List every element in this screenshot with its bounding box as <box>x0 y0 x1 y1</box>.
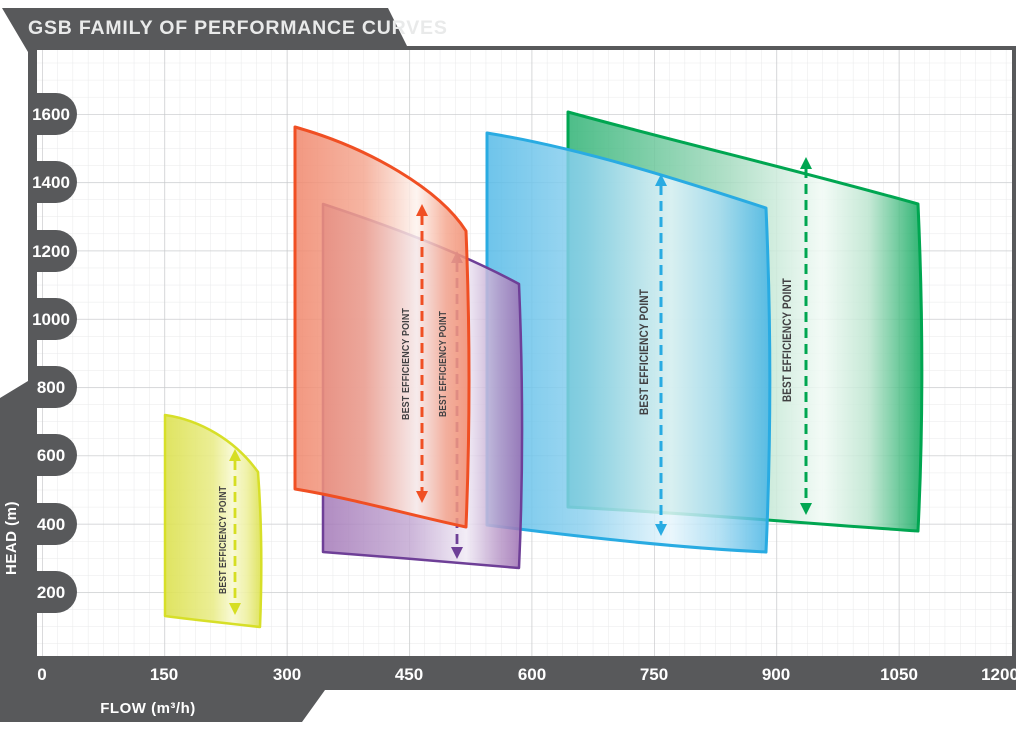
chart-title: GSB FAMILY OF PERFORMANCE CURVES <box>28 17 448 39</box>
y-tick-label: 1000 <box>32 310 70 329</box>
y-tick-pill-400 <box>28 503 77 545</box>
series-yellow-range <box>163 413 263 629</box>
y-tick-pill-200 <box>28 571 77 613</box>
green-bep-label: BEST EFFICIENCY POINT <box>782 278 794 402</box>
y-axis-title: HEAD (m) <box>3 501 20 575</box>
y-tick-label: 1200 <box>32 242 70 261</box>
x-tick-label: 600 <box>518 665 546 684</box>
y-tick-pill-600 <box>28 434 77 476</box>
x-tick-label: 0 <box>37 665 46 684</box>
x-tick-label: 750 <box>640 665 668 684</box>
x-tick-label: 1050 <box>880 665 918 684</box>
y-tick-label: 200 <box>37 583 65 602</box>
y-tick-label: 600 <box>37 446 65 465</box>
y-tick-pill-1600 <box>28 93 77 135</box>
plot-border <box>37 46 1016 658</box>
blue-bep-label: BEST EFFICIENCY POINT <box>639 289 651 415</box>
y-tick-label: 1600 <box>32 105 70 124</box>
series-blue-range <box>485 131 772 554</box>
y-tick-pill-1000 <box>28 298 77 340</box>
blue-curve-region <box>485 131 772 554</box>
y-tick-label: 1400 <box>32 173 70 192</box>
y-tick-label: 400 <box>37 515 65 534</box>
x-axis-title: FLOW (m³/h) <box>100 700 195 717</box>
y-tick-pill-1400 <box>28 161 77 203</box>
y-axis-tick-labels: 1600 1400 1200 1000 800 600 400 200 <box>32 105 70 602</box>
x-tick-label: 450 <box>395 665 423 684</box>
x-axis-tick-labels: 0 150 300 450 600 750 900 1050 1200 <box>37 665 1019 684</box>
x-tick-label: 1200 <box>981 665 1019 684</box>
purple-bep-label: BEST EFFICIENCY POINT <box>437 311 449 417</box>
y-axis-tick-pills <box>28 93 77 613</box>
y-tick-label: 800 <box>37 378 65 397</box>
yellow-bep-label: BEST EFFICIENCY POINT <box>217 486 229 594</box>
x-tick-label: 150 <box>150 665 178 684</box>
x-tick-label: 300 <box>273 665 301 684</box>
y-tick-pill-1200 <box>28 230 77 272</box>
orange-bep-label: BEST EFFICIENCY POINT <box>400 308 412 420</box>
y-tick-pill-800 <box>28 366 77 408</box>
series-orange-range <box>293 125 471 529</box>
x-tick-label: 900 <box>762 665 790 684</box>
